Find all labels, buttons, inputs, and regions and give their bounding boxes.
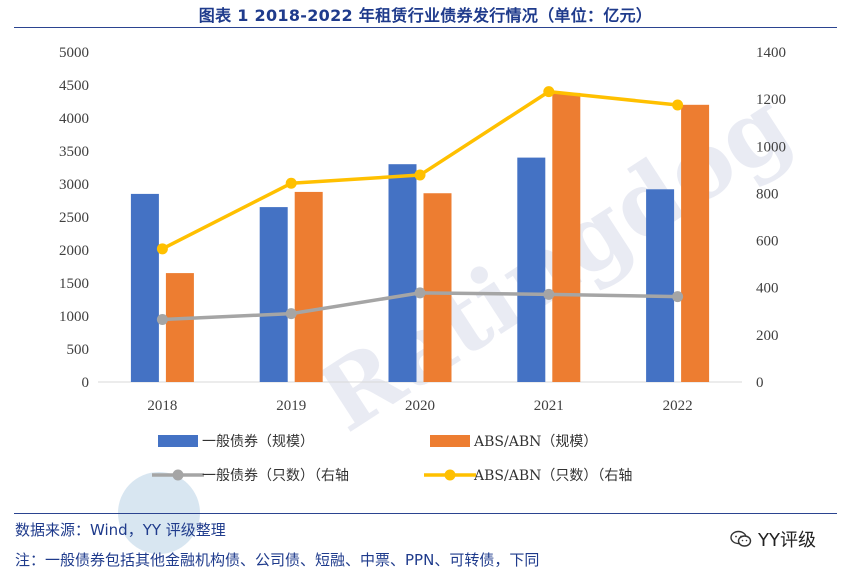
line-point bbox=[285, 308, 297, 320]
bar bbox=[388, 164, 417, 382]
line-point bbox=[414, 287, 426, 299]
x-tick-label: 2021 bbox=[534, 398, 564, 414]
legend-swatch bbox=[158, 435, 198, 447]
bar bbox=[552, 92, 581, 383]
x-tick-label: 2018 bbox=[147, 398, 177, 414]
chart-title: 图表 1 2018-2022 年租赁行业债券发行情况（单位：亿元） bbox=[198, 6, 653, 25]
wechat-badge: YY评级 bbox=[730, 526, 816, 552]
bars bbox=[130, 92, 710, 383]
bar bbox=[259, 207, 288, 382]
right-tick-label: 400 bbox=[756, 281, 779, 297]
footer-rule bbox=[14, 513, 837, 514]
left-tick-label: 500 bbox=[67, 342, 90, 358]
right-tick-label: 1200 bbox=[756, 92, 786, 108]
left-tick-label: 4000 bbox=[59, 111, 89, 127]
bar-line-chart: 0500100015002000250030003500400045005000… bbox=[59, 45, 786, 484]
left-tick-label: 2000 bbox=[59, 243, 89, 259]
right-tick-label: 1400 bbox=[756, 45, 786, 61]
line-point bbox=[672, 291, 684, 303]
legend: 一般债券（规模） ABS/ABN（规模） 一般债券（只数）（右轴 ABS/ABN（只数… bbox=[152, 434, 632, 484]
bar bbox=[294, 191, 323, 382]
wechat-icon bbox=[730, 530, 752, 547]
right-tick-label: 200 bbox=[756, 328, 779, 344]
line-point bbox=[543, 86, 555, 98]
x-tick-label: 2022 bbox=[663, 398, 693, 414]
right-tick-label: 1000 bbox=[756, 139, 786, 155]
x-tick-label: 2019 bbox=[276, 398, 306, 414]
title-rule bbox=[14, 27, 837, 28]
left-tick-label: 1000 bbox=[59, 309, 89, 325]
left-tick-label: 2500 bbox=[59, 210, 89, 226]
bar bbox=[423, 193, 452, 382]
legend-label: 一般债券（只数）（右轴 bbox=[202, 468, 349, 484]
legend-swatch-marker bbox=[172, 469, 184, 481]
line-point bbox=[285, 177, 297, 189]
wechat-label: YY评级 bbox=[758, 530, 816, 551]
legend-label: 一般债券（规模） bbox=[202, 434, 314, 450]
source-text: 数据来源：Wind，YY 评级整理 bbox=[15, 521, 226, 539]
right-tick-label: 600 bbox=[756, 234, 779, 250]
left-tick-label: 0 bbox=[82, 375, 90, 391]
left-tick-label: 1500 bbox=[59, 276, 89, 292]
line-point bbox=[543, 288, 555, 300]
line-point bbox=[414, 169, 426, 181]
right-tick-label: 800 bbox=[756, 186, 779, 202]
bar bbox=[130, 193, 159, 382]
bar bbox=[517, 157, 546, 382]
bar bbox=[165, 273, 194, 382]
line-point bbox=[156, 243, 168, 255]
legend-label: ABS/ABN（只数）（右轴 bbox=[473, 468, 632, 484]
bar bbox=[646, 189, 675, 382]
legend-label: ABS/ABN（规模） bbox=[473, 434, 597, 450]
bar bbox=[681, 104, 710, 383]
left-tick-label: 3500 bbox=[59, 144, 89, 160]
right-tick-label: 0 bbox=[756, 375, 764, 391]
left-tick-label: 5000 bbox=[59, 45, 89, 61]
left-tick-label: 3000 bbox=[59, 177, 89, 193]
legend-swatch bbox=[430, 435, 470, 447]
lines bbox=[156, 86, 684, 326]
note-text: 注：一般债券包括其他金融机构债、公司债、短融、中票、PPN、可转债，下同 bbox=[15, 551, 540, 569]
legend-swatch-marker bbox=[444, 469, 456, 481]
line-point bbox=[672, 99, 684, 111]
tick-labels: 0500100015002000250030003500400045005000… bbox=[59, 45, 786, 414]
left-tick-label: 4500 bbox=[59, 78, 89, 94]
x-tick-label: 2020 bbox=[405, 398, 435, 414]
line-point bbox=[156, 314, 168, 326]
